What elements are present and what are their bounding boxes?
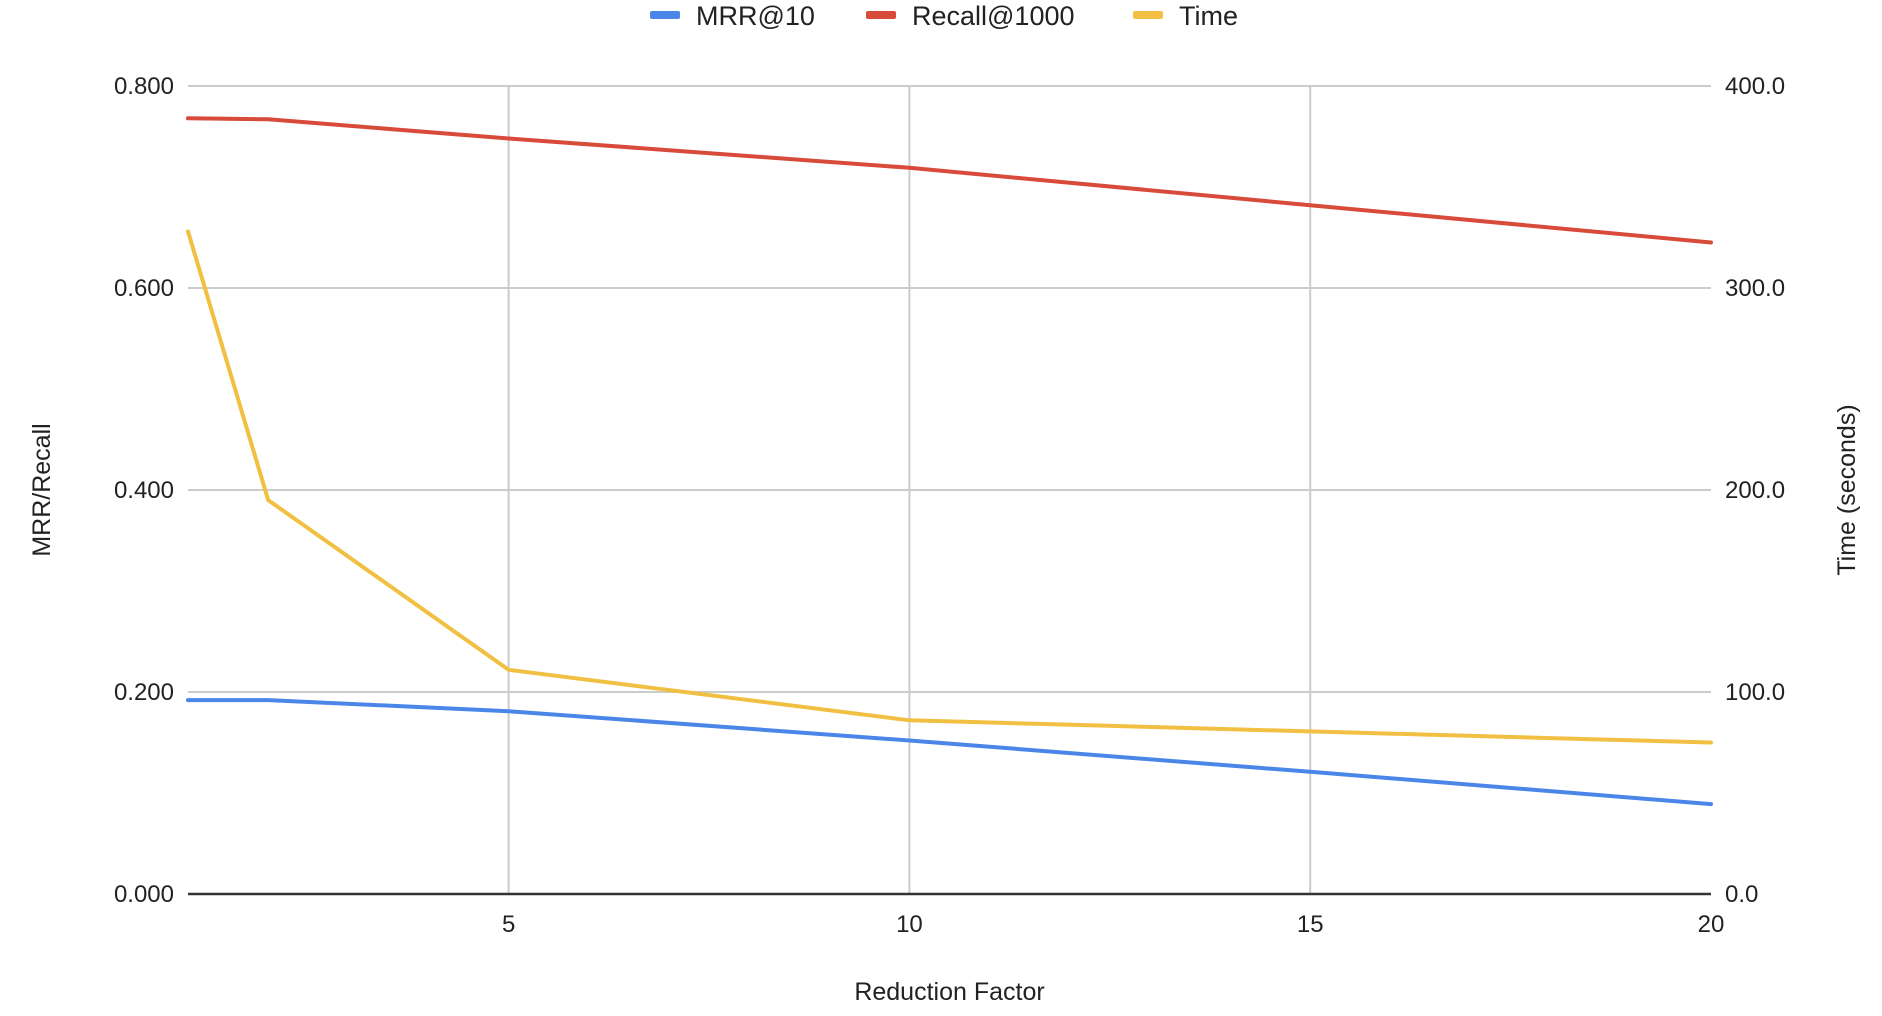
y2-tick-label: 200.0 xyxy=(1725,477,1785,504)
series-line-time xyxy=(186,229,1713,745)
legend-swatch xyxy=(650,11,680,19)
tick-labels: 0.000 0.200 0.400 0.600 0.800 0.0 100.0 200.0 30… xyxy=(114,73,1785,938)
series-line-recall-1000 xyxy=(186,116,1713,245)
x-tick-label: 5 xyxy=(502,911,515,938)
x-axis-title: Reduction Factor xyxy=(854,978,1044,1006)
legend: MRR@10 Recall@1000 Time xyxy=(650,1,1238,31)
legend-item: Recall@1000 xyxy=(866,1,1075,31)
series-line-mrr-10 xyxy=(186,698,1713,807)
legend-item: MRR@10 xyxy=(650,1,815,31)
legend-swatch xyxy=(1133,11,1163,19)
y-tick-label: 0.600 xyxy=(114,275,174,302)
legend-label: Time xyxy=(1179,1,1238,31)
y-tick-label: 0.800 xyxy=(114,73,174,100)
y-tick-label: 0.400 xyxy=(114,477,174,504)
x-tick-label: 15 xyxy=(1297,911,1324,938)
y2-axis-title: Time (seconds) xyxy=(1833,404,1861,575)
y2-tick-label: 300.0 xyxy=(1725,275,1785,302)
legend-swatch xyxy=(866,11,896,19)
y-tick-label: 0.000 xyxy=(114,881,174,908)
y-tick-label: 0.200 xyxy=(114,679,174,706)
legend-label: MRR@10 xyxy=(696,1,815,31)
x-tick-label: 10 xyxy=(896,911,923,938)
legend-item: Time xyxy=(1133,1,1238,31)
series-lines xyxy=(186,116,1713,807)
y2-tick-label: 400.0 xyxy=(1725,73,1785,100)
y2-tick-label: 100.0 xyxy=(1725,679,1785,706)
legend-label: Recall@1000 xyxy=(912,1,1075,31)
grid-lines xyxy=(188,85,1711,894)
y-axis-title: MRR/Recall xyxy=(28,423,56,556)
y2-tick-label: 0.0 xyxy=(1725,881,1758,908)
x-tick-label: 20 xyxy=(1698,911,1725,938)
